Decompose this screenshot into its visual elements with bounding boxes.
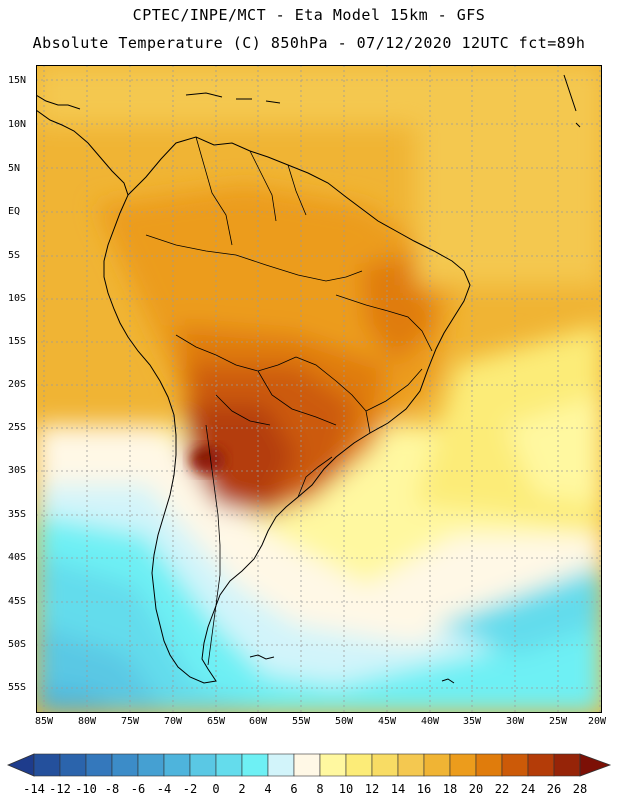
colorbar-label: -14 <box>23 782 45 796</box>
lon-label-85w: 85W <box>34 716 54 727</box>
lat-label-25s: 25S <box>8 422 27 433</box>
map-grid <box>36 65 602 713</box>
lat-label-15s: 15S <box>8 336 27 347</box>
falkland-islands <box>249 654 455 684</box>
hot-core <box>190 446 226 474</box>
lon-label-60w: 60W <box>248 716 268 727</box>
colorbar-swatch <box>267 753 295 777</box>
colorbar-swatch <box>33 753 61 777</box>
colorbar-swatch <box>501 753 529 777</box>
colorbar-label: 24 <box>520 782 536 796</box>
lon-label-55w: 55W <box>291 716 311 727</box>
colorbar-swatch <box>111 753 139 777</box>
colorbar-swatch <box>553 753 581 777</box>
colorbar-label: 10 <box>338 782 354 796</box>
lon-label-50w: 50W <box>334 716 354 727</box>
colorbar-label: 8 <box>316 782 324 796</box>
lat-label-eq: EQ <box>8 206 21 217</box>
lat-label-35s: 35S <box>8 509 27 520</box>
colorbar-label: 26 <box>546 782 562 796</box>
map-border <box>36 65 602 713</box>
colorbar-swatch <box>371 753 399 777</box>
lon-label-25w: 25W <box>548 716 568 727</box>
lon-label-80w: 80W <box>77 716 97 727</box>
colorbar-swatch <box>397 753 425 777</box>
colorbar-label: 0 <box>212 782 220 796</box>
map-title: CPTEC/INPE/MCT - Eta Model 15km - GFS <box>132 6 486 24</box>
colorbar-label: 4 <box>264 782 272 796</box>
colorbar-label: 12 <box>364 782 380 796</box>
colorbar-swatch <box>527 753 555 777</box>
colorbar-label: -2 <box>182 782 198 796</box>
colorbar-label: 20 <box>468 782 484 796</box>
colorbar-swatch <box>319 753 347 777</box>
colorbar-swatch <box>449 753 477 777</box>
colorbar-swatch <box>59 753 87 777</box>
lat-label-45s: 45S <box>8 596 27 607</box>
colorbar-label: -12 <box>49 782 71 796</box>
colorbar-label: -10 <box>75 782 97 796</box>
temperature-field <box>36 65 602 713</box>
lat-label-15n: 15N <box>8 75 27 86</box>
lat-label-55s: 55S <box>8 682 27 693</box>
lat-label-5s: 5S <box>8 250 21 261</box>
colorbar-label: 14 <box>390 782 406 796</box>
colorbar-swatch <box>85 753 113 777</box>
colorbar-label: 18 <box>442 782 458 796</box>
lon-label-45w: 45W <box>377 716 397 727</box>
colorbar-swatch <box>293 753 321 777</box>
colorbar-label: 6 <box>290 782 298 796</box>
colorbar-label: 28 <box>572 782 588 796</box>
lon-label-20w: 20W <box>587 716 607 727</box>
colorbar-swatch <box>423 753 451 777</box>
colorbar-label: 16 <box>416 782 432 796</box>
central-america-coastline <box>36 94 129 196</box>
colorbar-label: -4 <box>156 782 172 796</box>
lon-label-75w: 75W <box>120 716 140 727</box>
colorbar-swatch <box>241 753 269 777</box>
caribbean-islands <box>185 74 581 128</box>
lon-label-70w: 70W <box>163 716 183 727</box>
lon-label-65w: 65W <box>206 716 226 727</box>
lat-label-40s: 40S <box>8 552 27 563</box>
colorbar-swatch <box>189 753 217 777</box>
south-america-coastline <box>103 136 471 684</box>
lon-label-30w: 30W <box>505 716 525 727</box>
colorbar-swatch <box>137 753 165 777</box>
colorbar-label: 2 <box>238 782 246 796</box>
colorbar-swatch <box>475 753 503 777</box>
lat-label-50s: 50S <box>8 639 27 650</box>
colorbar-label: -8 <box>104 782 120 796</box>
lat-label-20s: 20S <box>8 379 27 390</box>
map-subtitle: Absolute Temperature (C) 850hPa - 07/12/… <box>32 34 586 52</box>
colorbar-swatch <box>163 753 191 777</box>
lat-label-10n: 10N <box>8 119 27 130</box>
temperature-map <box>36 65 602 713</box>
colorbar-label: 22 <box>494 782 510 796</box>
lat-label-5n: 5N <box>8 163 21 174</box>
lon-label-40w: 40W <box>420 716 440 727</box>
colorbar-arrow-low <box>6 753 35 777</box>
colorbar-swatch <box>215 753 243 777</box>
lat-label-10s: 10S <box>8 293 27 304</box>
country-borders <box>145 136 433 666</box>
lat-label-30s: 30S <box>8 465 27 476</box>
colorbar-label: -6 <box>130 782 146 796</box>
color-scale-bar <box>6 753 612 777</box>
colorbar-swatch <box>345 753 373 777</box>
colorbar-arrow-high <box>579 753 612 777</box>
lon-label-35w: 35W <box>462 716 482 727</box>
